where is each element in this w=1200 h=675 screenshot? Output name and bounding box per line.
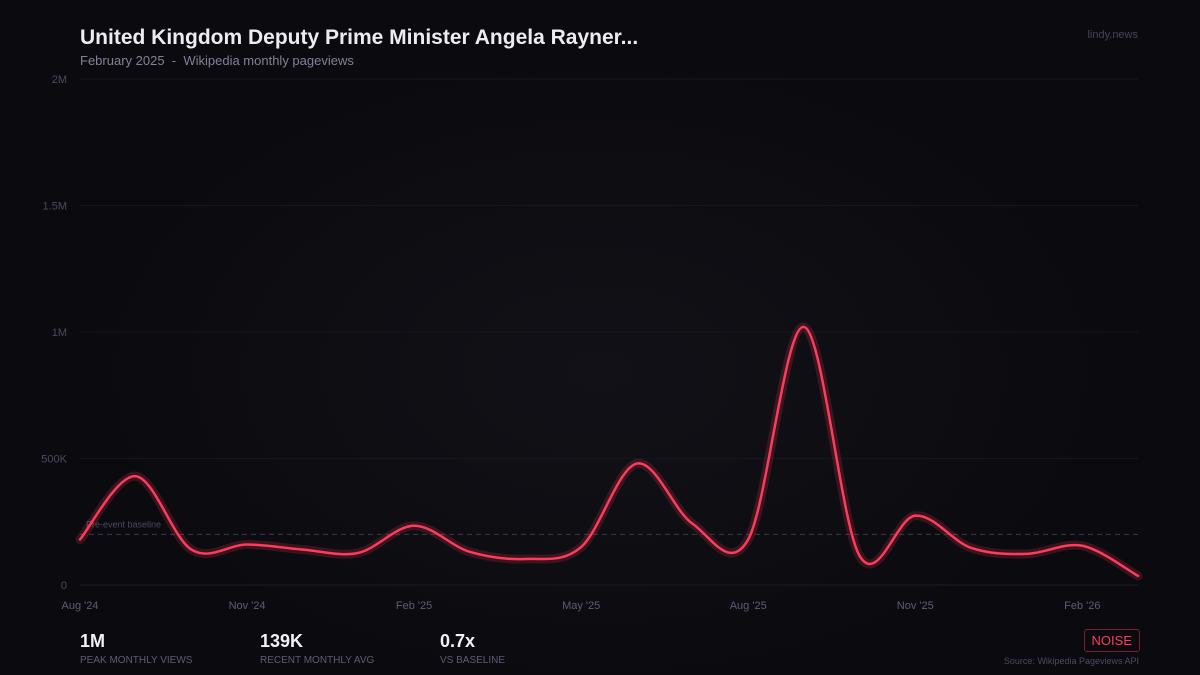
subtitle: February 2025 - Wikipedia monthly pagevi… [80,53,354,68]
stat-value: 139K [260,631,304,651]
x-tick-label: Feb '25 [396,600,432,612]
y-tick-label: 0 [61,580,67,592]
x-tick-label: Aug '25 [730,600,767,612]
series-line [78,325,1140,578]
page-title: United Kingdom Deputy Prime Minister Ang… [80,26,639,49]
series-glow [75,322,1143,581]
source-note: Source: Wikipedia Pageviews API [1003,656,1139,666]
stat-label: RECENT MONTHLY AVG [260,655,375,666]
x-tick-label: Nov '24 [229,600,266,612]
stat-value: 1M [80,631,106,651]
stat-recent-avg: 139K RECENT MONTHLY AVG [260,631,374,666]
y-tick-label: 2M [52,74,67,86]
stat-label: PEAK MONTHLY VIEWS [80,655,193,666]
baseline-label: Pre-event baseline [86,519,161,529]
brand-link[interactable]: lindy.news [1087,29,1138,41]
y-tick-label: 1M [52,327,67,339]
stat-peak: 1M PEAK MONTHLY VIEWS [80,631,192,666]
x-tick-label: Feb '26 [1064,600,1100,612]
line-chart: 0 500K 1M 1.5M 2M Aug '24 Nov '24 Feb '25 May '2… [41,74,1143,612]
y-tick-label: 500K [41,454,67,466]
stat-label: VS BASELINE [440,655,506,666]
x-tick-label: Nov '25 [897,600,934,612]
x-tick-label: Aug '24 [62,600,99,612]
stat-value: 0.7x [440,631,476,651]
signal-badge: NOISE [1083,629,1140,652]
x-tick-label: May '25 [562,600,600,612]
y-tick-label: 1.5M [43,201,67,213]
stat-vs-baseline: 0.7x VS BASELINE [440,631,505,666]
